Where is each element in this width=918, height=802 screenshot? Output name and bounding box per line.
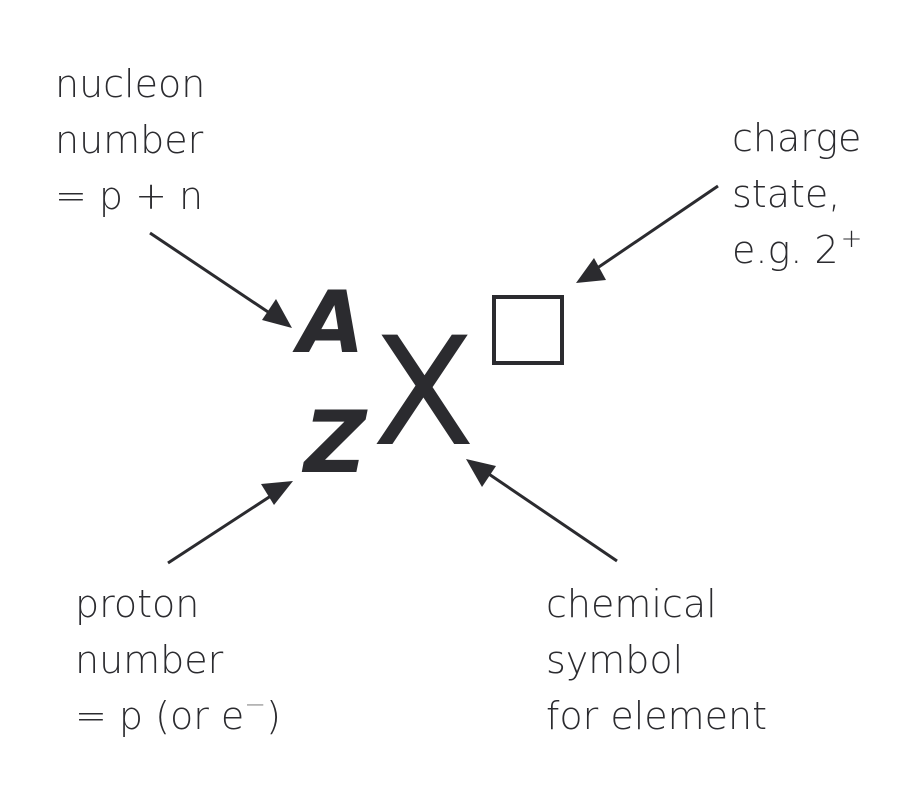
arrow-charge [576,184,719,283]
nucleon-label-line2: number [55,118,204,162]
electron-minus-superscript: − [244,690,267,720]
arrow-proton [167,481,293,565]
mass-number-symbol: A [298,273,365,373]
nucleon-label-line3: = p + n [55,174,204,218]
charge-example-text: e.g. 2 [732,228,839,272]
charge-label-line2: state, [732,172,841,216]
proton-label-line3: = p (or e−) [75,688,281,749]
charge-label-line3: e.g. 2+ [732,222,862,283]
chemical-symbol-label: chemical symbol for element [546,576,767,744]
charge-label-line1: charge [732,116,862,160]
proton-number-label: proton number = p (or e−) [75,576,281,749]
arrow-symbol [466,459,618,563]
nucleon-label-line1: nucleon [55,62,206,106]
charge-state-label: charge state, e.g. 2+ [732,110,862,283]
charge-placeholder-box [492,295,564,365]
proton-label-line2: number [75,638,224,682]
atomic-number-symbol: Z [304,393,367,493]
proton-formula-close: ) [266,694,281,738]
symbol-label-line3: for element [546,694,768,738]
arrow-nucleon [149,231,292,328]
proton-formula-text: = p (or e [75,694,245,738]
element-symbol: X [372,306,475,480]
symbol-label-line2: symbol [546,638,684,682]
charge-plus-superscript: + [840,224,863,254]
symbol-label-line1: chemical [546,582,717,626]
nucleon-number-label: nucleon number = p + n [55,56,205,224]
proton-label-line1: proton [75,582,200,626]
